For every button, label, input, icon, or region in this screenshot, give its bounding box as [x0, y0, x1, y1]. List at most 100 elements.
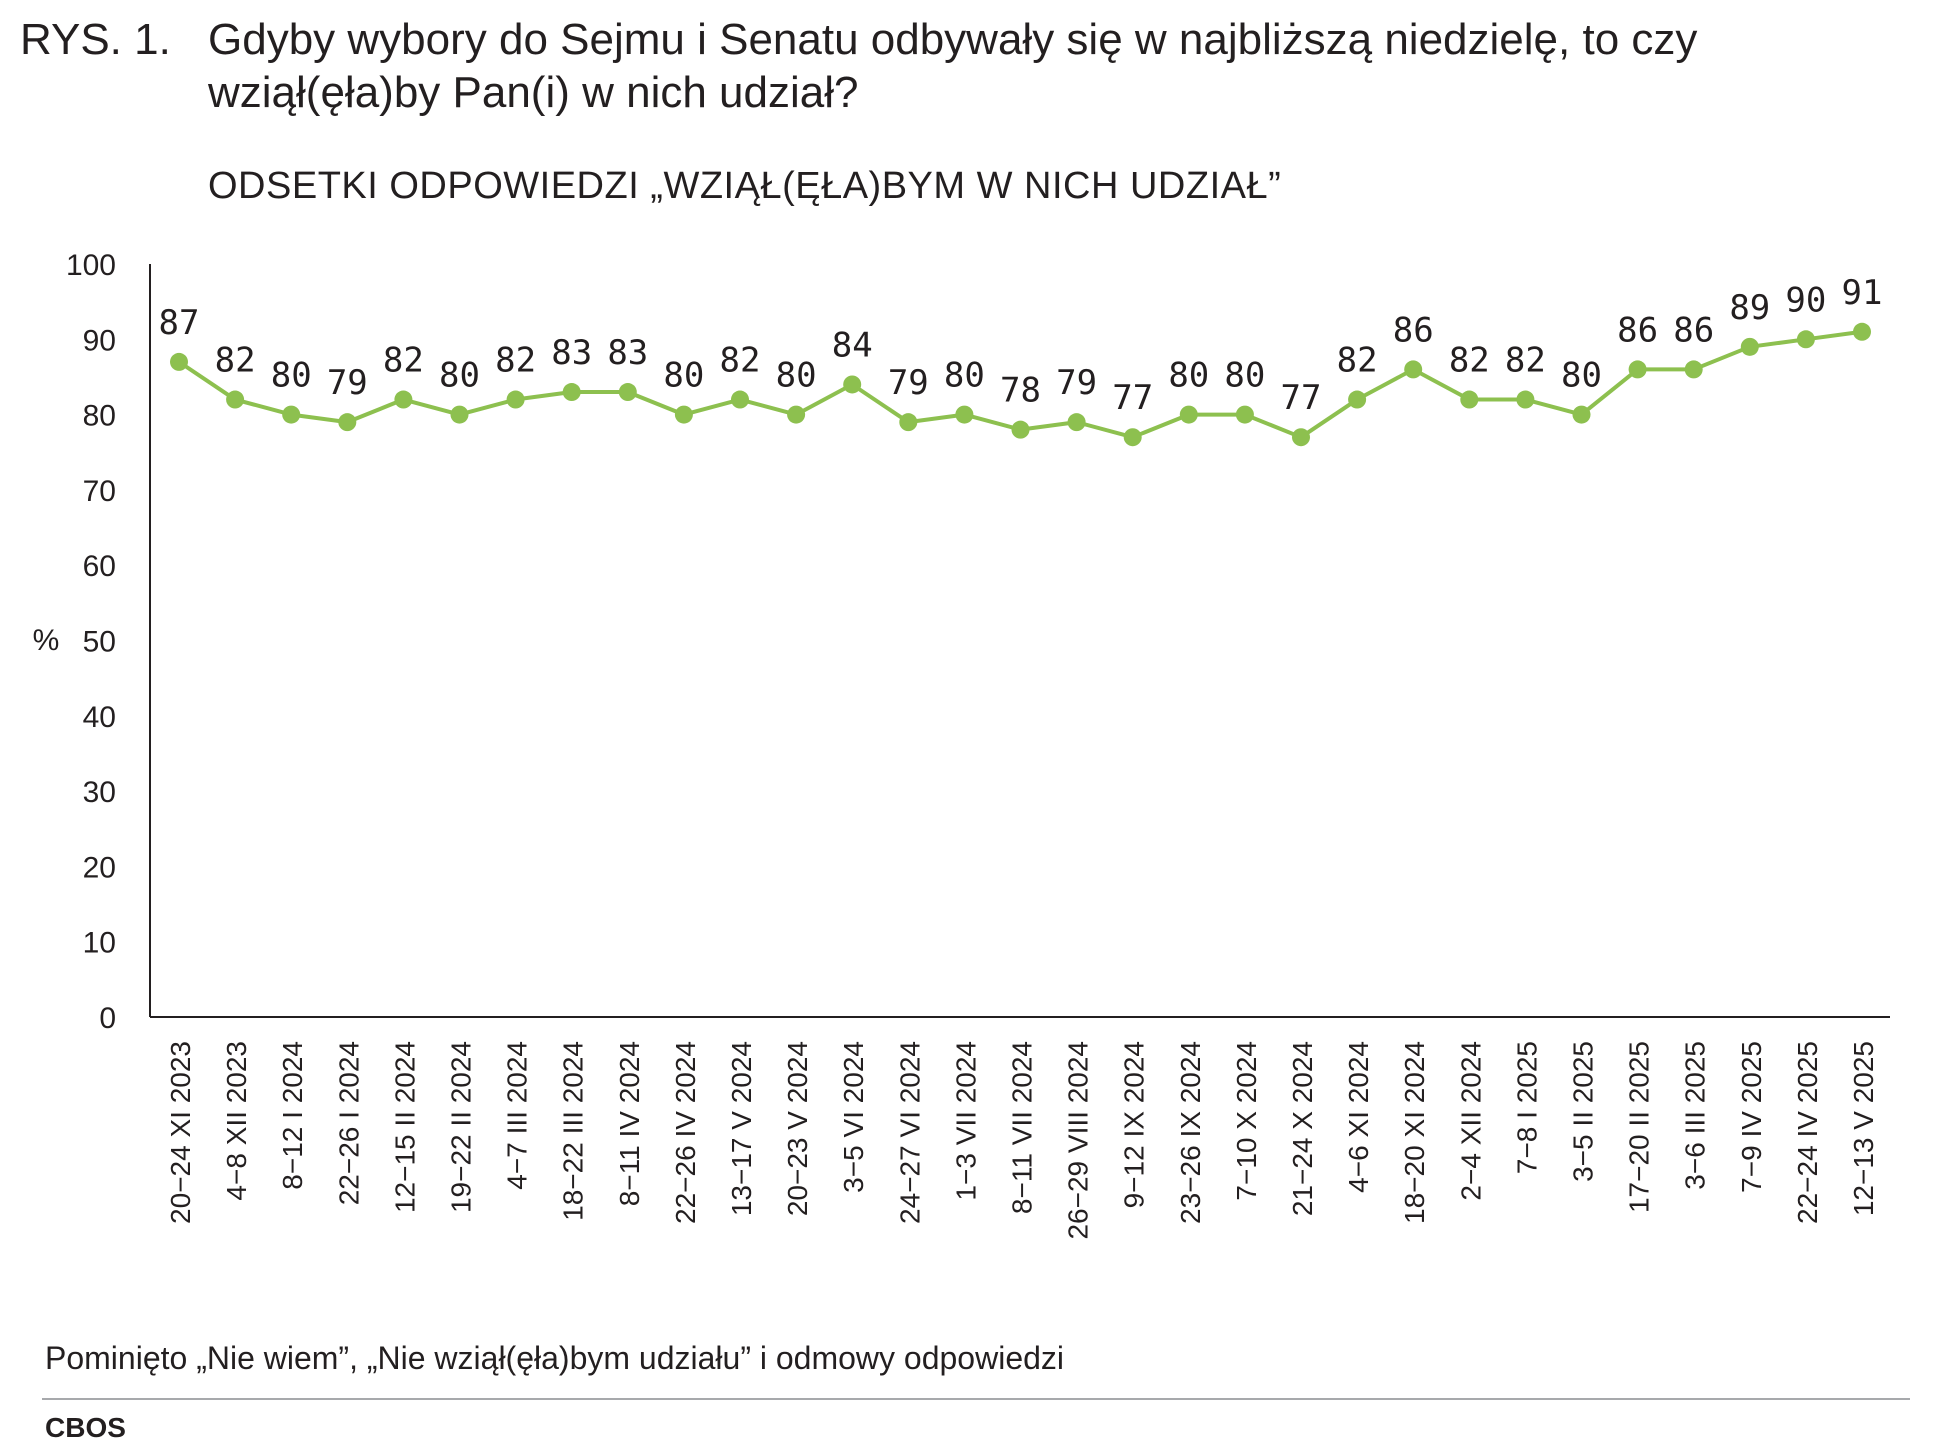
x-tick-label: 22−26 IV 2024 [670, 1041, 701, 1224]
data-label: 87 [159, 303, 200, 343]
data-label: 80 [1168, 356, 1209, 396]
source-label: CBOS [45, 1412, 126, 1443]
y-tick-label: 20 [83, 851, 116, 884]
data-label: 82 [215, 341, 256, 381]
data-label: 77 [1112, 378, 1153, 418]
data-point [1235, 405, 1254, 424]
data-point [226, 390, 245, 409]
data-label: 89 [1729, 288, 1770, 328]
y-tick-label: 70 [83, 475, 116, 508]
x-tick-label: 4−6 XI 2024 [1343, 1041, 1374, 1193]
data-point [282, 405, 301, 424]
data-label: 82 [1505, 341, 1546, 381]
data-point [562, 383, 581, 402]
data-label: 80 [776, 356, 817, 396]
data-point [674, 405, 693, 424]
data-label: 80 [944, 356, 985, 396]
data-point [1516, 390, 1535, 409]
data-label: 80 [439, 356, 480, 396]
data-point [1011, 420, 1030, 439]
x-tick-label: 9−12 IX 2024 [1119, 1041, 1150, 1208]
data-point [1404, 360, 1423, 379]
x-tick-label: 8−11 IV 2024 [614, 1041, 645, 1206]
data-point [1348, 390, 1367, 409]
data-label: 79 [1056, 363, 1097, 403]
x-tick-label: 4−7 III 2024 [502, 1041, 533, 1190]
x-tick-label: 3−6 III 2025 [1680, 1041, 1711, 1190]
data-label: 84 [832, 325, 873, 365]
x-tick-label: 7−8 I 2025 [1511, 1041, 1542, 1174]
data-label: 78 [1000, 371, 1041, 411]
x-tick-label: 7−9 IV 2025 [1736, 1041, 1767, 1193]
figure-number: RYS. 1. [20, 15, 171, 64]
x-tick-label: 20−23 V 2024 [782, 1041, 813, 1216]
data-point [955, 405, 974, 424]
x-tick-label: 8−11 VII 2024 [1007, 1041, 1038, 1214]
data-point [1796, 330, 1815, 349]
x-tick-label: 2−4 XII 2024 [1455, 1041, 1486, 1201]
y-tick-label: 30 [83, 776, 116, 809]
data-label: 82 [383, 341, 424, 381]
x-tick-label: 19−22 II 2024 [446, 1041, 477, 1213]
data-point [1628, 360, 1647, 379]
x-tick-label: 21−24 X 2024 [1287, 1041, 1318, 1216]
data-label: 83 [551, 333, 592, 373]
x-tick-label: 24−27 VI 2024 [894, 1041, 925, 1224]
x-tick-label: 17−20 II 2025 [1624, 1041, 1655, 1213]
data-point [843, 375, 862, 394]
y-tick-label: 80 [83, 400, 116, 433]
data-label: 79 [327, 363, 368, 403]
data-point [1292, 428, 1310, 447]
data-point [1740, 337, 1759, 356]
data-point [1460, 390, 1479, 409]
x-tick-label: 22−24 IV 2025 [1792, 1041, 1823, 1224]
y-tick-label: 10 [83, 927, 116, 960]
data-point [506, 390, 525, 409]
x-tick-label: 20−24 XI 2023 [165, 1041, 196, 1224]
y-tick-label: 90 [83, 324, 116, 357]
x-tick-label: 1−3 VII 2024 [950, 1041, 981, 1201]
data-label: 82 [495, 341, 536, 381]
y-tick-label: 40 [83, 701, 116, 734]
data-label: 79 [888, 363, 929, 403]
x-tick-label: 23−26 IX 2024 [1175, 1041, 1206, 1224]
chart-subtitle: ODSETKI ODPOWIEDZI „WZIĄŁ(ĘŁA)BYM W NICH… [208, 165, 1282, 207]
data-label: 91 [1842, 273, 1883, 313]
x-tick-label: 4−8 XII 2023 [221, 1041, 252, 1201]
data-label: 80 [1224, 356, 1265, 396]
data-point [787, 405, 806, 424]
data-point [1067, 413, 1086, 432]
x-tick-label: 3−5 VI 2024 [838, 1041, 869, 1193]
footer-divider [42, 1398, 1910, 1400]
x-tick-label: 12−13 V 2025 [1848, 1041, 1879, 1216]
data-label: 86 [1673, 310, 1714, 350]
data-point [899, 413, 918, 432]
x-tick-label: 18−22 III 2024 [558, 1041, 589, 1221]
data-label: 86 [1393, 310, 1434, 350]
data-label: 77 [1281, 378, 1322, 418]
data-point [450, 405, 469, 424]
data-label: 80 [271, 356, 312, 396]
data-point [1853, 322, 1871, 341]
line-chart: 0 10 20 30 40 50 60 70 80 90 100% 87 82 80 79 82 80 82 83 8… [33, 249, 1890, 1240]
y-tick-label: 60 [83, 550, 116, 583]
y-tick-label: 100 [66, 249, 116, 282]
footnote: Pominięto „Nie wiem”, „Nie wziął(ęła)bym… [45, 1340, 1065, 1376]
x-tick-label: 13−17 V 2024 [726, 1041, 757, 1216]
data-point [338, 413, 357, 432]
x-tick-label: 3−5 II 2025 [1568, 1041, 1599, 1182]
x-tick-label: 8−12 I 2024 [277, 1041, 308, 1190]
data-label: 86 [1617, 310, 1658, 350]
x-tick-label: 26−29 VIII 2024 [1063, 1041, 1094, 1240]
data-label: 82 [720, 341, 761, 381]
data-point [1123, 428, 1142, 447]
data-label: 90 [1785, 280, 1826, 320]
data-label: 80 [663, 356, 704, 396]
data-point [1572, 405, 1591, 424]
data-label: 80 [1561, 356, 1602, 396]
data-point [1684, 360, 1703, 379]
data-label: 83 [607, 333, 648, 373]
data-point [394, 390, 413, 409]
y-tick-label: 50 [83, 626, 116, 659]
data-point [170, 352, 188, 371]
